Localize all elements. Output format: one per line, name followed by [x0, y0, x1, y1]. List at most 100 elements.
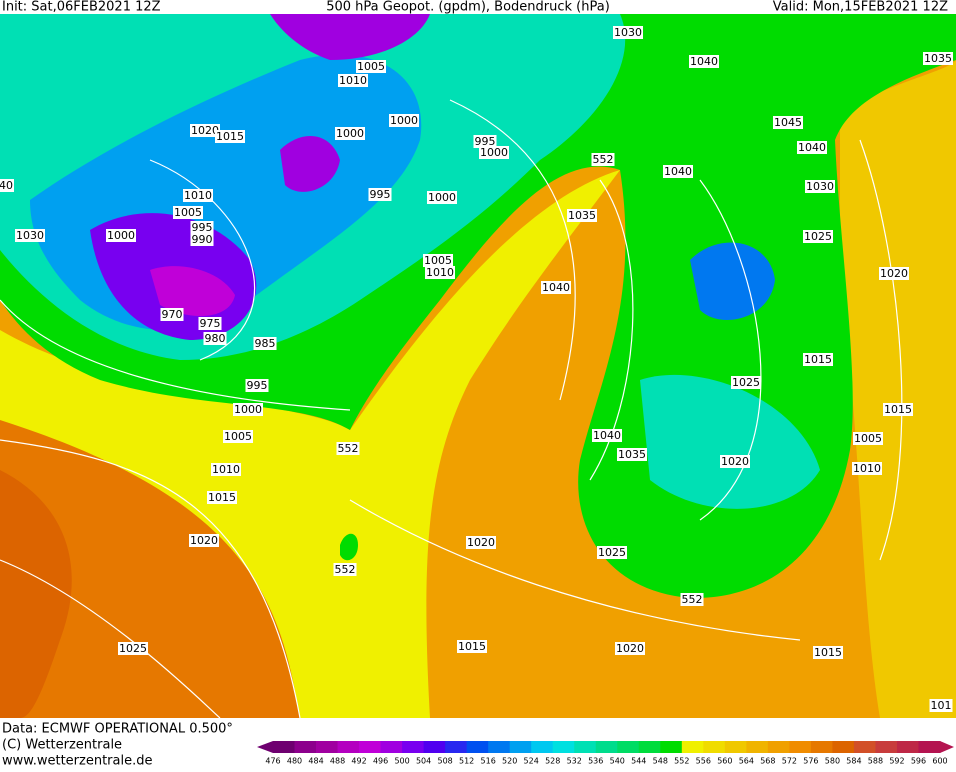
- isobar-label-bg: [215, 130, 245, 143]
- isobar-label: 1010: [212, 463, 240, 476]
- isobar-label-bg: [333, 563, 357, 576]
- scale-label: 572: [782, 757, 797, 766]
- isobar-label: 552: [335, 563, 356, 576]
- isobar-label: 1035: [924, 52, 952, 65]
- scale-label: 560: [717, 757, 732, 766]
- isobar-label: 1015: [458, 640, 486, 653]
- isobar-label-bg: [233, 403, 263, 416]
- isobar-label: 1020: [721, 455, 749, 468]
- isobar-label: 1005: [224, 430, 252, 443]
- scale-label: 532: [567, 757, 582, 766]
- scale-label: 476: [265, 757, 280, 766]
- isobar-label: 1025: [804, 230, 832, 243]
- isobar-label-bg: [15, 229, 45, 242]
- scale-swatch: [918, 741, 941, 753]
- isobar-label-bg: [190, 124, 220, 137]
- scale-label: 500: [394, 757, 409, 766]
- scale-label: 516: [481, 757, 496, 766]
- scale-label: 484: [308, 757, 323, 766]
- scale-swatch: [896, 741, 919, 753]
- isobar-label: 1010: [426, 266, 454, 279]
- isobar-label-bg: [338, 74, 368, 87]
- isobar-label-bg: [118, 642, 148, 655]
- scale-swatch: [466, 741, 489, 753]
- scale-swatch: [402, 741, 425, 753]
- isobar-label: 995: [370, 188, 391, 201]
- isobar-label: 1000: [480, 146, 508, 159]
- isobar-label-bg: [335, 127, 365, 140]
- scale-swatch: [681, 741, 704, 753]
- isobar-label: 101: [931, 699, 952, 712]
- isobar-label: 552: [338, 442, 359, 455]
- isobar-label: 1000: [336, 127, 364, 140]
- field-teal-east: [640, 374, 820, 509]
- website: www.wetterzentrale.de: [2, 754, 152, 769]
- scale-label: 508: [437, 757, 452, 766]
- isobar-label-bg: [929, 699, 953, 712]
- isobar-label: 1015: [814, 646, 842, 659]
- isobar-label: 995: [192, 221, 213, 234]
- isobar-label-bg: [457, 640, 487, 653]
- isobar-label-bg: [797, 141, 827, 154]
- isobar-label-bg: [183, 189, 213, 202]
- scale-label: 536: [588, 757, 603, 766]
- scale-label: 540: [610, 757, 625, 766]
- isobar-label: 1020: [880, 267, 908, 280]
- isobar-label-bg: [423, 254, 453, 267]
- isobar-label: 1040: [593, 429, 621, 442]
- isobar-label: 1040: [798, 141, 826, 154]
- scale-swatch: [488, 741, 511, 753]
- isobar-label-bg: [389, 114, 419, 127]
- scale-swatch: [574, 741, 597, 753]
- isobar-label: 1020: [616, 642, 644, 655]
- isobar-label-bg: [189, 534, 219, 547]
- field-green-blob: [340, 533, 358, 561]
- scale-arrow-right: [940, 741, 954, 753]
- scale-swatch: [832, 741, 855, 753]
- isobar-label: 980: [205, 332, 226, 345]
- isobar-label-bg: [689, 55, 719, 68]
- isobar-label-bg: [923, 52, 953, 65]
- field-low-core: [150, 266, 235, 317]
- isobar-label: 1020: [191, 124, 219, 137]
- field-greenland: [280, 136, 340, 192]
- scale-swatch: [359, 741, 382, 753]
- scale-label: 528: [545, 757, 560, 766]
- scale-label: 480: [287, 757, 302, 766]
- isobar-label: 1000: [390, 114, 418, 127]
- isobar-label-bg: [173, 206, 203, 219]
- field-yellow-east: [840, 60, 956, 718]
- scale-swatch: [316, 741, 339, 753]
- isobar-label: 1025: [119, 642, 147, 655]
- isobar-label: 1010: [339, 74, 367, 87]
- isobar-label: 1030: [614, 26, 642, 39]
- scale-swatch: [273, 741, 296, 753]
- isobar-label: 1040: [664, 165, 692, 178]
- isobar-label: 1005: [357, 60, 385, 73]
- valid-time: Valid: Mon,15FEB2021 12Z: [773, 0, 948, 15]
- scale-swatch: [853, 741, 876, 753]
- isobar-label-bg: [203, 332, 227, 345]
- scale-swatch: [617, 741, 640, 753]
- isobar-label: 1005: [174, 206, 202, 219]
- isobar-label-bg: [615, 642, 645, 655]
- isobar-label: 1000: [428, 191, 456, 204]
- isobar-label-bg: [597, 546, 627, 559]
- isobar-label: 1015: [804, 353, 832, 366]
- scale-label: 488: [330, 757, 345, 766]
- isobar-label: 970: [162, 308, 183, 321]
- isobar-label-bg: [473, 135, 497, 148]
- scale-label: 596: [911, 757, 926, 766]
- isobar-label: 1030: [16, 229, 44, 242]
- scale-label: 512: [459, 757, 474, 766]
- scale-label: 556: [696, 757, 711, 766]
- isobar-label: 995: [247, 379, 268, 392]
- isobar-label-bg: [211, 463, 241, 476]
- isobar-label-bg: [803, 353, 833, 366]
- scale-swatch: [660, 741, 683, 753]
- isobar-label-bg: [731, 376, 761, 389]
- isobar-label-bg: [805, 180, 835, 193]
- scale-label: 492: [351, 757, 366, 766]
